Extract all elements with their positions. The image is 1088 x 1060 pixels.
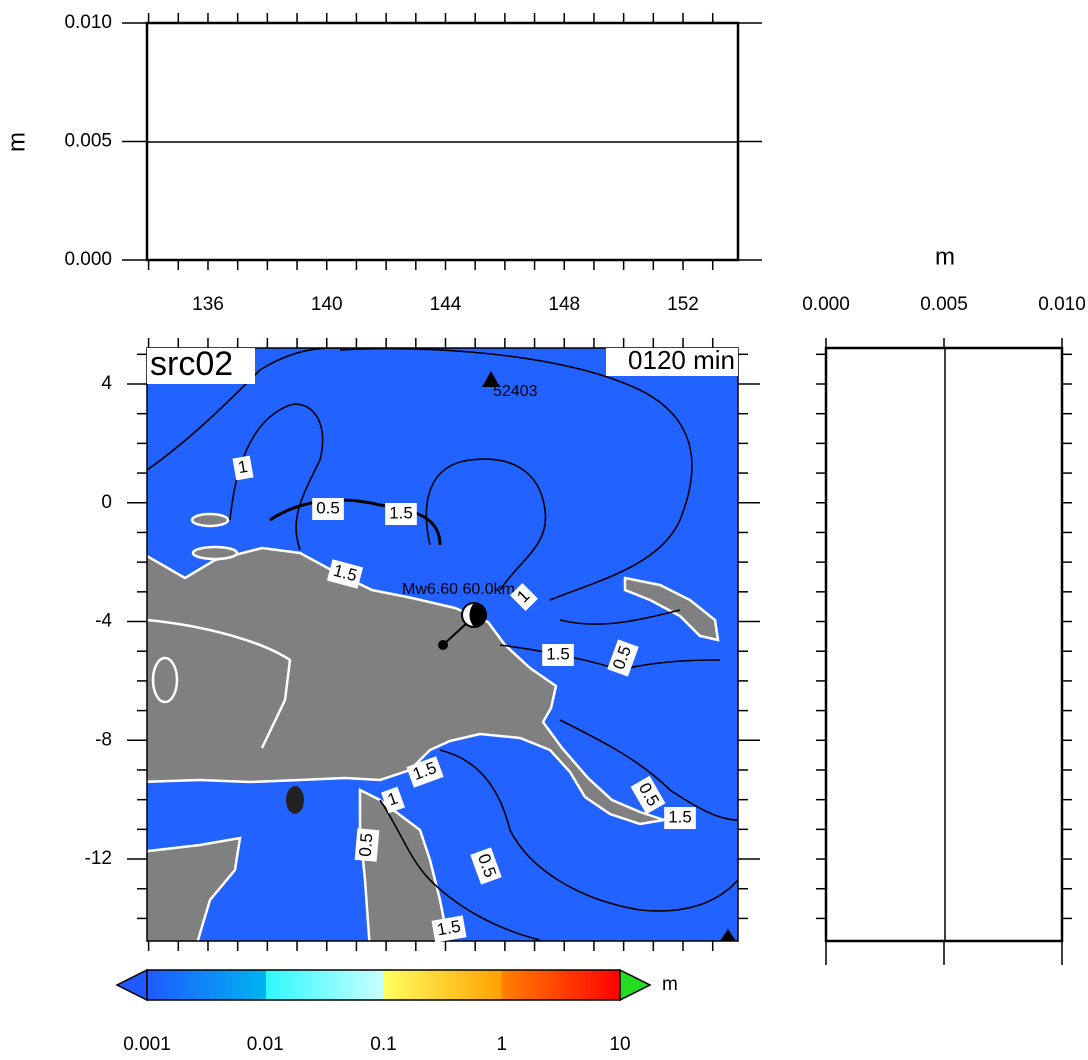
colorbar-tick-label: 1 bbox=[496, 1034, 507, 1055]
contour bbox=[379, 799, 541, 941]
x-tick-label: 0.000 bbox=[802, 294, 850, 315]
colorbar-segment bbox=[266, 970, 384, 1000]
y-tick-label: 0.000 bbox=[64, 249, 112, 270]
land-new-guinea bbox=[147, 546, 665, 826]
contour-label-box bbox=[510, 583, 538, 611]
colorbar-tick-label: 10 bbox=[609, 1034, 630, 1055]
colorbar-tick-label: 0.1 bbox=[370, 1034, 396, 1055]
y-tick-label: -12 bbox=[85, 848, 112, 869]
contour-label-box bbox=[326, 559, 364, 589]
contour-label-box bbox=[354, 828, 380, 862]
land-australia bbox=[147, 836, 242, 941]
land-new-britain bbox=[623, 576, 720, 642]
contour-label-text: 1.5 bbox=[436, 917, 463, 940]
contour-label-box bbox=[232, 455, 254, 481]
x-tick-label: 0.005 bbox=[920, 294, 968, 315]
contour-label-text: 1.5 bbox=[546, 644, 570, 663]
time-box bbox=[606, 348, 738, 376]
colorbar-segment bbox=[384, 970, 502, 1000]
contour-label: 1 bbox=[381, 786, 405, 814]
contour bbox=[425, 458, 547, 591]
y-tick-label: 0 bbox=[101, 492, 112, 513]
station-label: 52403 bbox=[493, 383, 538, 400]
colorbar-segment bbox=[147, 970, 266, 1000]
title-box bbox=[147, 348, 255, 384]
contour-label-box bbox=[431, 915, 467, 943]
contour-label-text: 0.5 bbox=[355, 832, 376, 857]
colorbar-tick-label: 0.01 bbox=[247, 1034, 284, 1055]
colorbar-segment bbox=[502, 970, 620, 1000]
contour-label-box bbox=[470, 847, 502, 885]
contour-label-text: 1 bbox=[237, 457, 250, 477]
contour-label: 1 bbox=[510, 583, 538, 611]
contour bbox=[439, 749, 738, 912]
colorbar-unit: m bbox=[662, 974, 678, 995]
contour-label: 0.5 bbox=[312, 498, 344, 520]
x-tick-label: 148 bbox=[548, 294, 580, 315]
contour-label: 1 bbox=[232, 455, 254, 481]
station-marker bbox=[482, 371, 500, 387]
contour bbox=[339, 348, 693, 601]
beachball-quadrant bbox=[469, 603, 486, 627]
border-line bbox=[147, 618, 292, 749]
contour-label-box bbox=[312, 498, 344, 520]
contour-label-text: 1.5 bbox=[668, 807, 692, 826]
island bbox=[190, 512, 230, 528]
x-tick-label: 144 bbox=[430, 294, 462, 315]
contour-label-text: 1.5 bbox=[389, 503, 413, 522]
contour-label-box bbox=[381, 786, 405, 814]
contour bbox=[559, 719, 738, 821]
contour-label: 1.5 bbox=[664, 807, 696, 829]
source-link bbox=[442, 621, 469, 646]
contour-label: 0.5 bbox=[354, 828, 380, 862]
contour bbox=[269, 498, 442, 546]
station-marker bbox=[720, 929, 736, 941]
epicenter bbox=[438, 640, 448, 650]
island bbox=[191, 545, 239, 561]
colorbar-tick-label: 0.001 bbox=[123, 1034, 171, 1055]
contour-label: 1.5 bbox=[431, 915, 467, 943]
contour-label: 1.5 bbox=[542, 644, 574, 666]
contour-label-box bbox=[664, 807, 696, 829]
map-area bbox=[147, 348, 738, 941]
contour-label-box bbox=[607, 639, 639, 677]
y-tick-label: -4 bbox=[95, 611, 112, 632]
right-frame bbox=[824, 346, 1064, 943]
contour-label-box bbox=[542, 644, 574, 666]
x-tick-label: 0.010 bbox=[1038, 294, 1086, 315]
lake bbox=[151, 656, 179, 704]
y-tick-label: -8 bbox=[95, 729, 112, 750]
island bbox=[286, 786, 304, 814]
x-tick-label: 140 bbox=[311, 294, 343, 315]
x-label: m bbox=[935, 243, 955, 270]
contour-label-box bbox=[385, 503, 417, 525]
y-tick-label: 0.010 bbox=[64, 12, 112, 33]
map-time: 0120 min bbox=[628, 345, 735, 375]
contour bbox=[559, 609, 681, 625]
colorbar-over bbox=[619, 968, 652, 1002]
x-tick-label: 152 bbox=[667, 294, 699, 315]
contour-label-box bbox=[406, 756, 444, 788]
y-label: m bbox=[3, 132, 30, 152]
contour-label-text: 0.5 bbox=[316, 498, 340, 517]
y-tick-label: 0.005 bbox=[64, 131, 112, 152]
map-title: src02 bbox=[150, 345, 233, 383]
contour-label: 1.5 bbox=[406, 756, 444, 788]
y-tick-label: 4 bbox=[101, 373, 112, 394]
source-label: Mw6.60 60.0km bbox=[402, 581, 515, 598]
contour-label: 1.5 bbox=[385, 503, 417, 525]
contour-label: 1.5 bbox=[326, 559, 364, 589]
contour-label-box bbox=[630, 775, 666, 815]
x-tick-label: 136 bbox=[192, 294, 224, 315]
colorbar-under bbox=[115, 968, 148, 1002]
